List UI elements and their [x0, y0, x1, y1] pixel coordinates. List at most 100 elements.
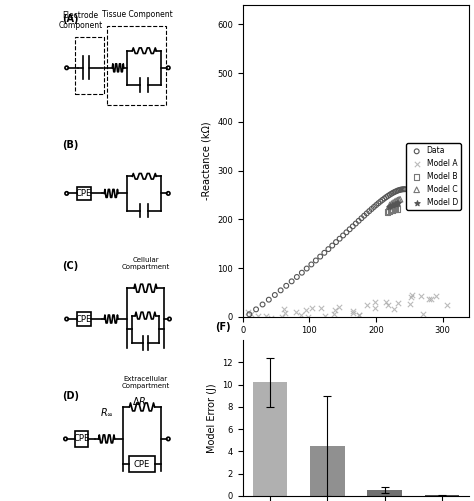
Text: (A): (A): [62, 14, 79, 24]
Data: [388, 190, 395, 198]
Data: [355, 217, 363, 225]
Model A: [304, 313, 312, 321]
Model C: [391, 197, 399, 205]
Model D: [385, 203, 392, 211]
Bar: [77, 186, 91, 200]
Model D: [390, 201, 397, 209]
Text: Extracellular
Compartment: Extracellular Compartment: [121, 376, 170, 389]
Bar: [74, 37, 104, 94]
Model B: [389, 205, 397, 213]
Model A: [247, 310, 255, 318]
Data: [252, 305, 260, 313]
Model A: [406, 300, 414, 308]
Model A: [331, 306, 339, 314]
Text: CPE: CPE: [73, 434, 90, 443]
Data: [395, 186, 403, 194]
Data: [316, 253, 324, 261]
Model C: [388, 200, 395, 208]
Y-axis label: Model Error (J): Model Error (J): [207, 383, 217, 453]
Model A: [355, 312, 363, 320]
Data: [363, 209, 371, 217]
Text: (C): (C): [62, 261, 78, 271]
Model A: [419, 310, 427, 318]
Data: [325, 245, 332, 253]
Model A: [308, 304, 316, 312]
Data: [328, 241, 336, 249]
Model C: [389, 198, 397, 206]
Model A: [425, 295, 433, 303]
Text: (F): (F): [216, 322, 231, 332]
Data: [308, 261, 315, 269]
Text: (D): (D): [62, 391, 79, 401]
Model D: [391, 200, 399, 208]
Bar: [129, 456, 155, 472]
Bar: [425, 495, 459, 496]
Model C: [394, 196, 401, 204]
Data: [381, 194, 388, 202]
Model A: [394, 299, 401, 307]
Data: [349, 222, 356, 230]
Data: [332, 238, 340, 246]
Data: [246, 310, 253, 318]
Model A: [408, 291, 415, 299]
Model A: [330, 310, 338, 318]
Data: [312, 257, 319, 265]
Model A: [262, 318, 270, 326]
Model C: [396, 195, 404, 203]
Model B: [383, 208, 391, 216]
Data: [358, 214, 365, 222]
Data: [303, 265, 310, 273]
Model C: [386, 201, 393, 209]
Model B: [387, 206, 394, 214]
Data: [389, 189, 397, 197]
Bar: [310, 446, 345, 496]
Text: $R_{\infty}$: $R_{\infty}$: [100, 406, 113, 418]
Data: [271, 291, 279, 299]
Model A: [297, 312, 305, 320]
Model A: [281, 305, 288, 313]
Model A: [372, 304, 379, 312]
Model B: [388, 206, 396, 214]
Text: Tissue Component: Tissue Component: [102, 10, 173, 19]
Data: [343, 228, 350, 236]
Model D: [393, 199, 401, 207]
Legend: Data, Model A, Model B, Model C, Model D: Data, Model A, Model B, Model C, Model D: [406, 143, 461, 209]
Model A: [443, 301, 450, 309]
Model A: [263, 313, 270, 321]
Model A: [302, 306, 310, 314]
Bar: [253, 382, 287, 496]
Data: [277, 287, 284, 295]
Model A: [321, 313, 328, 321]
Data: [365, 207, 373, 215]
Data: [288, 278, 295, 286]
Model A: [418, 292, 425, 300]
Text: $\Delta R$: $\Delta R$: [132, 395, 147, 407]
Data: [396, 186, 404, 194]
Model A: [433, 292, 440, 300]
Model A: [278, 313, 286, 321]
Bar: [367, 490, 402, 496]
Data: [377, 197, 384, 205]
X-axis label: Resistance (kΩ): Resistance (kΩ): [318, 341, 394, 351]
Model A: [407, 293, 415, 301]
Model A: [292, 308, 300, 316]
Model A: [282, 309, 289, 317]
Text: Electrode
Component: Electrode Component: [58, 11, 102, 30]
Data: [259, 301, 266, 309]
Data: [373, 201, 380, 209]
Data: [400, 185, 408, 193]
Data: [399, 185, 407, 193]
Text: CPE: CPE: [76, 315, 92, 324]
Bar: [107, 26, 166, 106]
Model A: [382, 299, 390, 307]
Data: [339, 231, 347, 239]
Model D: [395, 199, 402, 207]
Model A: [244, 308, 251, 316]
Model A: [255, 312, 262, 320]
Model A: [290, 319, 298, 327]
Text: Cellular
Compartment: Cellular Compartment: [121, 257, 170, 270]
Model A: [335, 303, 343, 311]
Model D: [392, 199, 400, 207]
Data: [265, 296, 273, 304]
Model A: [317, 304, 325, 312]
